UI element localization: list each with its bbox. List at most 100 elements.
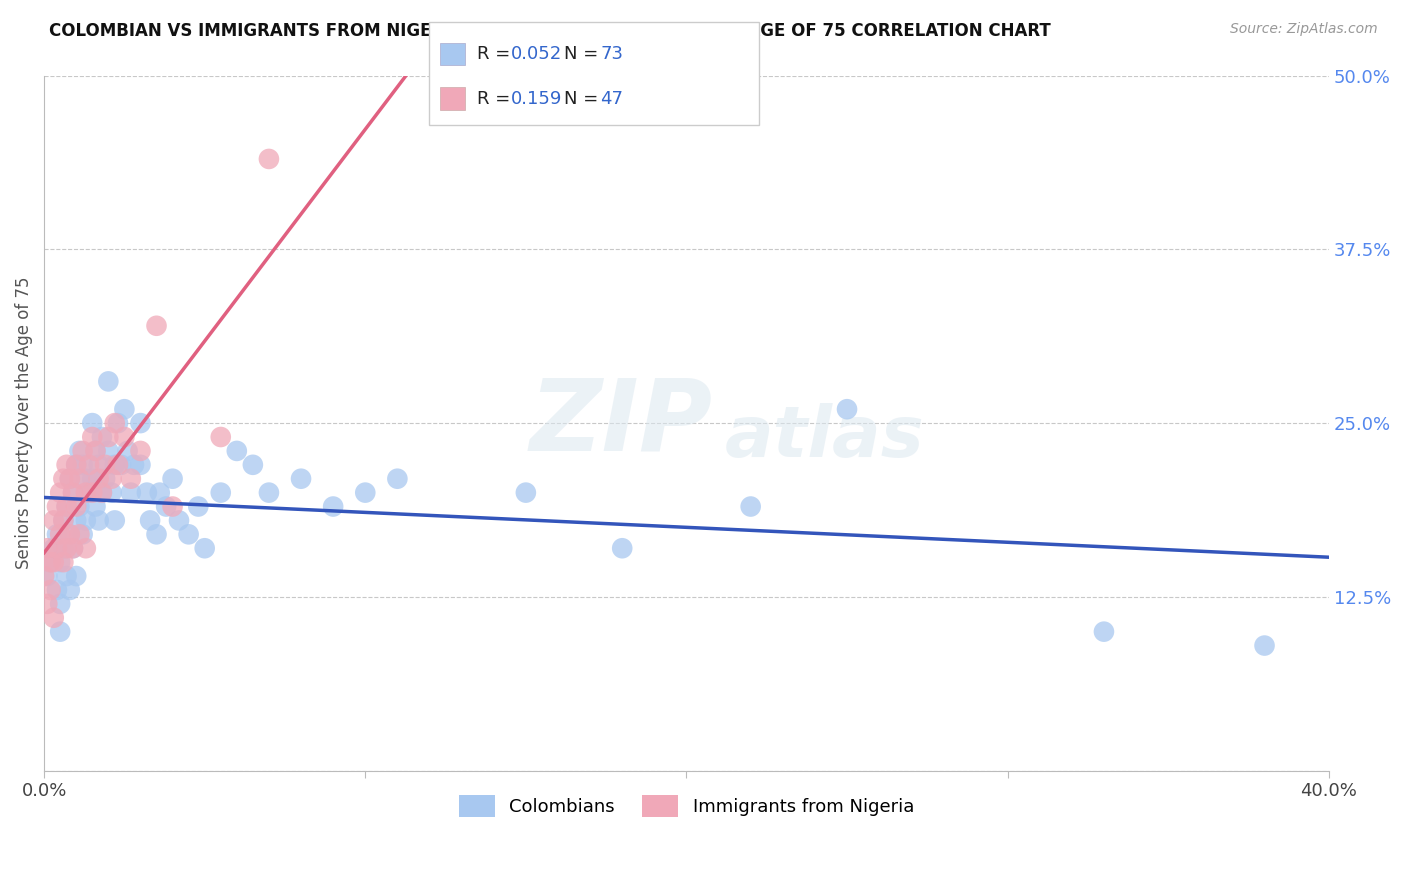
Point <box>52 513 75 527</box>
Point <box>100 485 122 500</box>
Point <box>162 500 184 514</box>
Point <box>42 541 65 556</box>
Point <box>84 444 107 458</box>
Point <box>55 541 77 556</box>
Point <box>49 555 72 569</box>
Point <box>149 485 172 500</box>
Point <box>835 402 858 417</box>
Point <box>107 458 129 472</box>
Point <box>167 513 190 527</box>
Point <box>112 402 135 417</box>
Point <box>49 624 72 639</box>
Point <box>84 500 107 514</box>
Point <box>46 541 69 556</box>
Point <box>52 513 75 527</box>
Point <box>65 458 87 472</box>
Text: R =: R = <box>477 90 522 108</box>
Point <box>612 541 634 556</box>
Point <box>37 541 59 556</box>
Point <box>187 500 209 514</box>
Point <box>257 485 280 500</box>
Text: 0.052: 0.052 <box>510 45 561 63</box>
Point <box>69 444 91 458</box>
Text: ZIP: ZIP <box>529 375 711 472</box>
Point <box>1253 639 1275 653</box>
Point <box>69 500 91 514</box>
Point <box>65 500 87 514</box>
Point <box>72 458 94 472</box>
Point <box>37 597 59 611</box>
Point <box>322 500 344 514</box>
Point <box>120 485 142 500</box>
Point <box>515 485 537 500</box>
Point <box>59 527 82 541</box>
Point <box>42 611 65 625</box>
Point <box>97 430 120 444</box>
Point <box>69 527 91 541</box>
Point <box>209 485 232 500</box>
Point <box>145 527 167 541</box>
Point <box>62 485 84 500</box>
Point <box>72 527 94 541</box>
Point <box>155 500 177 514</box>
Point <box>387 472 409 486</box>
Point <box>122 458 145 472</box>
Point <box>77 485 100 500</box>
Point <box>129 444 152 458</box>
Point <box>46 582 69 597</box>
Point <box>49 485 72 500</box>
Point <box>104 416 127 430</box>
Point <box>62 485 84 500</box>
Point <box>65 569 87 583</box>
Text: 0.159: 0.159 <box>510 90 562 108</box>
Point <box>97 444 120 458</box>
Point <box>52 472 75 486</box>
Point <box>82 485 104 500</box>
Point <box>42 513 65 527</box>
Point <box>62 541 84 556</box>
Text: COLOMBIAN VS IMMIGRANTS FROM NIGERIA SENIORS POVERTY OVER THE AGE OF 75 CORRELAT: COLOMBIAN VS IMMIGRANTS FROM NIGERIA SEN… <box>49 22 1050 40</box>
Point <box>59 527 82 541</box>
Point <box>39 582 62 597</box>
Point <box>69 472 91 486</box>
Point <box>290 472 312 486</box>
Point <box>225 444 247 458</box>
Point <box>52 541 75 556</box>
Point <box>42 555 65 569</box>
Point <box>77 458 100 472</box>
Point <box>52 555 75 569</box>
Point <box>55 500 77 514</box>
Point <box>94 472 117 486</box>
Point <box>104 513 127 527</box>
Point <box>110 458 132 472</box>
Point <box>97 375 120 389</box>
Point <box>82 416 104 430</box>
Point <box>129 458 152 472</box>
Point <box>209 430 232 444</box>
Point <box>84 444 107 458</box>
Point <box>90 485 112 500</box>
Text: R =: R = <box>477 45 516 63</box>
Point <box>87 472 110 486</box>
Point <box>55 458 77 472</box>
Point <box>46 527 69 541</box>
Point <box>59 472 82 486</box>
Text: N =: N = <box>564 45 603 63</box>
Point <box>90 485 112 500</box>
Point <box>145 318 167 333</box>
Point <box>194 541 217 556</box>
Point <box>55 569 77 583</box>
Y-axis label: Seniors Poverty Over the Age of 75: Seniors Poverty Over the Age of 75 <box>15 277 32 569</box>
Point <box>75 472 97 486</box>
Point <box>1092 624 1115 639</box>
Point <box>46 500 69 514</box>
Legend: Colombians, Immigrants from Nigeria: Colombians, Immigrants from Nigeria <box>451 788 921 824</box>
Point <box>740 500 762 514</box>
Point <box>82 472 104 486</box>
Point <box>49 527 72 541</box>
Text: 73: 73 <box>600 45 623 63</box>
Point <box>242 458 264 472</box>
Point <box>62 541 84 556</box>
Point <box>32 569 55 583</box>
Point <box>59 472 82 486</box>
